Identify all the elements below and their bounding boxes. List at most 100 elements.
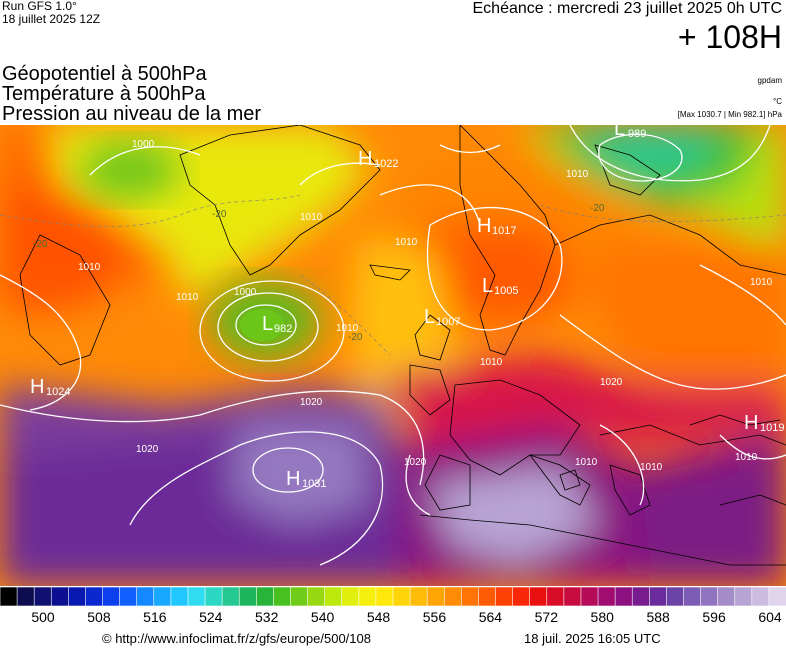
color-swatch xyxy=(478,586,497,607)
color-swatch xyxy=(734,586,753,607)
center-l-982-value: 982 xyxy=(274,323,292,335)
isotherm-label: -20 xyxy=(33,239,48,250)
isobar-label: 1000 xyxy=(132,139,155,150)
scale-tick-label: 604 xyxy=(758,609,782,625)
color-swatch xyxy=(324,586,343,607)
color-swatch xyxy=(153,586,172,607)
color-swatch xyxy=(307,586,326,607)
color-swatch xyxy=(68,586,87,607)
color-swatch xyxy=(187,586,206,607)
source-url[interactable]: © http://www.infoclimat.fr/z/gfs/europe/… xyxy=(102,631,371,646)
color-swatch xyxy=(273,586,292,607)
color-swatch xyxy=(546,586,565,607)
color-swatch xyxy=(50,586,70,607)
color-swatch xyxy=(238,586,258,607)
color-swatch xyxy=(648,586,668,607)
isobar-label: 1010 xyxy=(395,237,418,248)
pressure-center-labels: H 1022 L 989 H 1017 L 1005 L 1007 L 982 … xyxy=(30,125,784,490)
color-swatch xyxy=(0,586,18,607)
unit-geopotential: gpdam xyxy=(757,76,782,85)
isobar-label: 1020 xyxy=(600,377,623,388)
color-scale-bar xyxy=(0,586,786,607)
center-l-982-letter: L xyxy=(262,313,273,335)
weather-map: H 1022 L 989 H 1017 L 1005 L 1007 L 982 … xyxy=(0,125,786,586)
color-swatch xyxy=(666,586,685,607)
isobar-label: 1010 xyxy=(735,452,758,463)
scale-tick-label: 596 xyxy=(702,609,726,625)
isobar-label: 1010 xyxy=(750,277,773,288)
color-swatch xyxy=(136,586,155,607)
scale-tick-label: 548 xyxy=(366,609,391,625)
color-swatch xyxy=(529,586,548,607)
scale-tick-label: 516 xyxy=(143,609,167,625)
center-h-1019-value: 1019 xyxy=(760,422,784,434)
color-swatch xyxy=(255,586,275,607)
center-h-1017-letter: H xyxy=(477,215,491,237)
isotherm-label: -20 xyxy=(590,203,605,214)
scale-tick-label: 580 xyxy=(590,609,614,625)
color-swatch xyxy=(358,586,377,607)
color-swatch xyxy=(290,586,309,607)
color-swatch xyxy=(597,586,616,607)
scale-tick-label: 532 xyxy=(255,609,279,625)
color-swatch xyxy=(631,586,651,607)
isobar-label: 1010 xyxy=(78,262,101,273)
color-swatch xyxy=(341,586,360,607)
run-model-label: Run GFS 1.0° xyxy=(2,0,77,13)
parameter-geopotential: Géopotentiel à 500hPa xyxy=(2,63,207,85)
center-h-1024-value: 1024 xyxy=(46,386,70,398)
center-l-1007-letter: L xyxy=(424,306,435,328)
color-swatch xyxy=(563,586,582,607)
color-swatch xyxy=(119,586,138,607)
geopotential-field xyxy=(0,125,786,586)
parameter-temperature: Température à 500hPa xyxy=(2,83,206,105)
parameter-list: Géopotentiel à 500hPa Température à 500h… xyxy=(2,64,261,124)
color-swatch xyxy=(751,586,770,607)
scale-tick-label: 572 xyxy=(534,609,558,625)
center-l-1005-value: 1005 xyxy=(494,285,518,297)
center-h-1031-letter: H xyxy=(286,468,300,490)
center-l-1005-letter: L xyxy=(482,275,493,297)
center-l-989-value: 989 xyxy=(628,128,646,140)
color-swatch xyxy=(409,586,428,607)
color-swatch xyxy=(495,586,514,607)
scale-tick-label: 540 xyxy=(310,609,335,625)
color-swatch xyxy=(102,586,121,607)
scale-tick-label: 588 xyxy=(646,609,670,625)
color-swatch xyxy=(683,586,702,607)
color-swatch xyxy=(614,586,634,607)
isobar-label: 1010 xyxy=(336,323,359,334)
isobar-label: 1010 xyxy=(300,212,323,223)
center-h-1019-letter: H xyxy=(744,412,758,434)
unit-temperature: °C xyxy=(773,97,782,106)
isobar-label: 1000 xyxy=(234,287,257,298)
color-swatch xyxy=(170,586,189,607)
scale-tick-label: 500 xyxy=(31,609,55,625)
color-swatch xyxy=(717,586,736,607)
isobar-value-labels: 1000 1010 1020 1000 1010 1010 1010 1010 … xyxy=(78,139,773,473)
color-swatch xyxy=(443,586,463,607)
isobar-label: 1010 xyxy=(176,292,199,303)
color-swatch xyxy=(375,586,394,607)
isobar-label: 1010 xyxy=(640,462,663,473)
isotherm-label: -20 xyxy=(212,209,227,220)
center-l-1007-value: 1007 xyxy=(436,316,460,328)
scale-tick-label: 556 xyxy=(422,609,447,625)
isobar-label: 1020 xyxy=(300,397,323,408)
color-swatch xyxy=(700,586,719,607)
scale-tick-label: 524 xyxy=(199,609,223,625)
isobar-label: 1020 xyxy=(404,457,427,468)
parameter-pressure: Pression au niveau de la mer xyxy=(2,103,262,125)
color-swatch xyxy=(85,586,104,607)
scale-tick-label: 508 xyxy=(87,609,111,625)
forecast-valid-time: Echéance : mercredi 23 juillet 2025 0h U… xyxy=(472,0,783,17)
isobars xyxy=(0,125,786,566)
color-scale-ticks: 500 508 516 524 532 540 548 556 564 572 580 588 596 6… xyxy=(0,609,786,627)
isotherm-label: -20 xyxy=(348,332,363,343)
color-swatch xyxy=(392,586,411,607)
center-h-1017-value: 1017 xyxy=(492,225,516,237)
scale-tick-label: 564 xyxy=(478,609,503,625)
color-swatch xyxy=(512,586,531,607)
center-h-1022-letter: H xyxy=(358,148,372,170)
pressure-range: [Max 1030.7 | Min 982.1] hPa xyxy=(677,110,782,119)
